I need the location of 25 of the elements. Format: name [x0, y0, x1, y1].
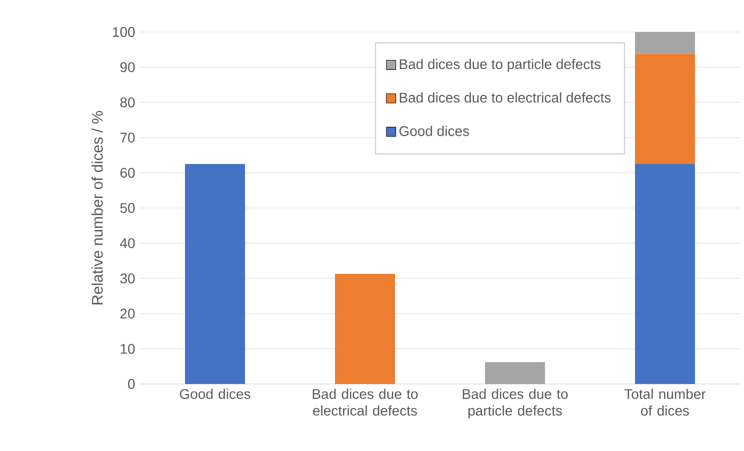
y-tick-label: 90 [120, 62, 135, 72]
y-tick-label: 50 [120, 203, 135, 214]
y-tick-label: 20 [120, 308, 135, 319]
legend-label: Bad dices due to particle defects [400, 59, 600, 72]
bar [634, 54, 695, 164]
x-tick-label: Bad dices due to particle defects [462, 388, 568, 419]
bar [185, 164, 245, 384]
y-tick-label: 100 [113, 27, 135, 38]
bar [634, 32, 695, 54]
legend-label: Bad dices due to electrical defects [400, 92, 611, 103]
y-axis-title: Relative number of dices / % [92, 111, 103, 304]
y-tick-label: 40 [120, 238, 135, 248]
y-tick-label: 80 [120, 98, 135, 108]
y-tick-label: 60 [120, 168, 135, 178]
legend-label: Good dices [399, 126, 469, 136]
y-tick-label: 0 [128, 379, 135, 390]
y-tick-label: 70 [120, 132, 135, 143]
bar [335, 274, 395, 384]
bar [634, 164, 695, 384]
bar [485, 362, 545, 384]
x-tick-label: Good dices [180, 388, 250, 400]
x-tick-label: Total number of dices [624, 388, 706, 416]
y-tick-label: 30 [120, 274, 135, 284]
x-tick-label: Bad dices due to electrical defects [312, 388, 418, 416]
y-tick-label: 10 [120, 344, 135, 354]
